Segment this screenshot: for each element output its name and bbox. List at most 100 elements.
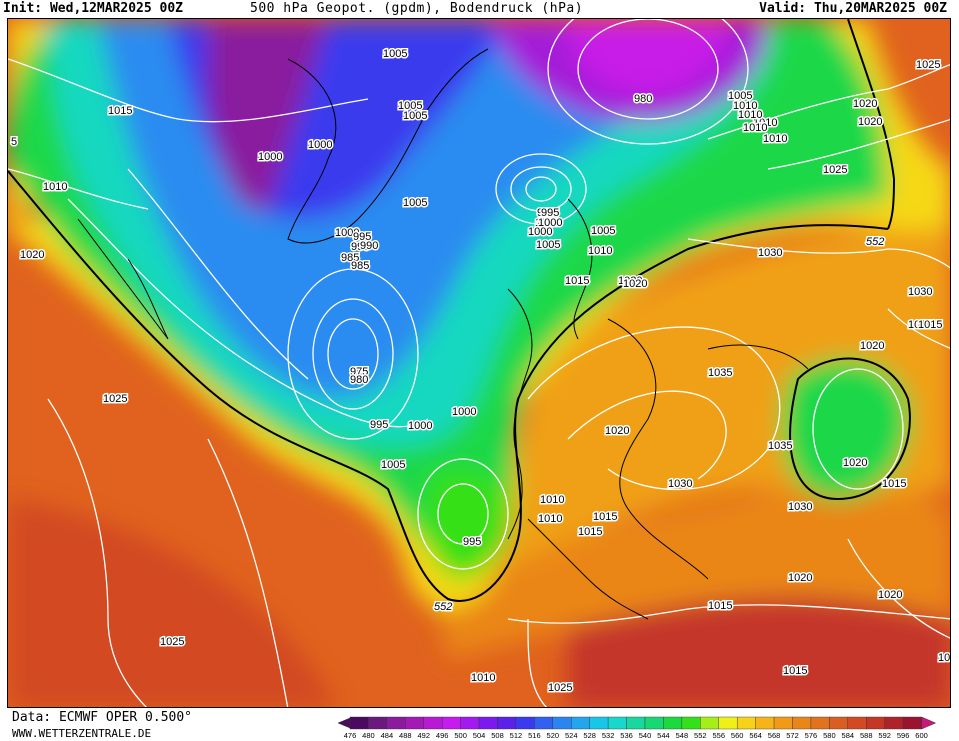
- legend-swatch: [386, 716, 406, 730]
- contour-552-label: 552: [434, 601, 452, 613]
- isobar-label: 1020: [623, 278, 647, 290]
- legend-tick-label: 552: [694, 731, 707, 739]
- isobar-label: 990: [360, 240, 378, 252]
- legend-tick-label: 548: [676, 731, 689, 739]
- legend-tick-label: 560: [731, 731, 744, 739]
- isobar-label: 1015: [918, 319, 942, 331]
- legend-tick-label: 576: [805, 731, 818, 739]
- legend-swatch: [497, 716, 517, 730]
- legend-tick-label: 600: [915, 731, 928, 739]
- isobar-label: 1010: [763, 133, 787, 145]
- legend-swatch: [700, 716, 719, 730]
- legend-tick-label: 536: [620, 731, 633, 739]
- isobar-label: 1000: [258, 151, 282, 163]
- isobar-label: 1010: [540, 494, 564, 506]
- isobar-label: 1015: [708, 600, 732, 612]
- legend-tick-label: 492: [417, 731, 430, 739]
- isobar-label: 1005: [383, 48, 407, 60]
- isobar-label: 1010: [43, 181, 67, 193]
- geopotential-field: [8, 19, 950, 707]
- legend-swatch: [736, 716, 756, 730]
- isobar-label: 1010: [588, 245, 612, 257]
- legend-tick-label: 556: [712, 731, 725, 739]
- legend-tick-label: 568: [768, 731, 781, 739]
- legend-tick-label: 480: [362, 731, 375, 739]
- isobar-label: 975: [350, 366, 368, 378]
- legend-swatch: [829, 716, 849, 730]
- legend-swatch: [405, 716, 424, 730]
- map-canvas: 1015101010201025100010051000100510051000…: [8, 19, 951, 707]
- legend-tick-label: 520: [547, 731, 560, 739]
- isobar-label: 1020: [853, 98, 877, 110]
- valid-time: Valid: Thu,20MAR2025 00Z: [759, 1, 947, 16]
- legend-swatch: [626, 716, 646, 730]
- isobar-label: 1020: [618, 275, 642, 287]
- isobar-label: 1025: [103, 393, 127, 405]
- isobar-label: 1010: [538, 513, 562, 525]
- isobar-label: 980: [634, 93, 652, 105]
- isobar-labels: 1015101010201025100010051000100510051000…: [10, 47, 951, 696]
- website-url: WWW.WETTERZENTRALE.DE: [12, 727, 152, 740]
- isobar-label: 1010: [743, 122, 767, 134]
- legend-tick-label: 544: [657, 731, 670, 739]
- isobar-label: 1020: [605, 425, 629, 437]
- isobar-label: 1030: [668, 478, 692, 490]
- isobar-label: 1020: [860, 340, 884, 352]
- color-legend: 476 480 484 488 492 496 500 504 508 512 516 520 524 5…: [337, 716, 937, 739]
- footer-bar: Data: ECMWF OPER 0.500° WWW.WETTERZENTRA…: [0, 708, 959, 741]
- legend-tick-label: 500: [454, 731, 467, 739]
- legend-tick-label: 584: [842, 731, 855, 739]
- isobar-label: 990: [351, 241, 369, 253]
- isobar-label: 1035: [768, 440, 792, 452]
- isobar-label: 1005: [536, 239, 560, 251]
- legend-swatch: [884, 716, 904, 730]
- isobar-label: 1000: [408, 420, 432, 432]
- legend-tick-label: 588: [860, 731, 873, 739]
- isobar-label: 1015: [565, 275, 589, 287]
- isobar-label: 1010: [738, 109, 762, 121]
- isobar-label: 1000: [308, 139, 332, 151]
- isobar-lines: [8, 19, 950, 707]
- isobar-label: 1020: [878, 589, 902, 601]
- isobar-label: 1000: [452, 406, 476, 418]
- legend-tick-label: 508: [491, 731, 504, 739]
- isobar-label: 1015: [565, 275, 589, 287]
- contour-552: [8, 19, 911, 602]
- legend-tick-label: 476: [344, 731, 357, 739]
- isobar-label: 5: [11, 136, 17, 148]
- legend-tick-label: 596: [897, 731, 910, 739]
- legend-swatch: [792, 716, 812, 730]
- legend-swatch: [571, 716, 590, 730]
- isobar-label: 985: [341, 252, 359, 264]
- legend-tick-label: 540: [639, 731, 652, 739]
- isobar-label: 1005: [383, 48, 407, 60]
- isobar-label: 1010: [733, 100, 757, 112]
- isobar-label: 1015: [578, 526, 602, 538]
- isobar-label: 995: [370, 419, 388, 431]
- isobar-label: 1000: [528, 226, 552, 238]
- legend-swatch: [773, 716, 793, 730]
- legend-swatch: [681, 716, 701, 730]
- legend-swatch: [810, 716, 830, 730]
- isobar-label: 1030: [788, 501, 812, 513]
- isobar-label: 1005: [403, 110, 427, 122]
- legend-tick-label: 504: [473, 731, 486, 739]
- legend-swatch: [368, 716, 388, 730]
- isobar-label: 1005: [728, 90, 752, 102]
- contour-552-label: 552: [866, 236, 884, 248]
- legend-swatch: [441, 716, 461, 730]
- legend-swatch: [423, 716, 443, 730]
- isobar-label: 1015: [938, 652, 951, 664]
- isobar-label: 1015: [908, 319, 932, 331]
- isobar-label: 1005: [381, 459, 405, 471]
- legend-swatch: [755, 716, 775, 730]
- weather-map: 1015 1010 1020 1025 1000 1005 1000 1005 1005 1000…: [7, 18, 951, 708]
- isobar-label: 1000: [535, 217, 559, 229]
- legend-tick-label: 564: [749, 731, 762, 739]
- isobar-label: 980: [350, 374, 368, 386]
- legend-tick-label: 592: [878, 731, 891, 739]
- legend-swatch: [552, 716, 572, 730]
- isobar-label: 1000: [335, 227, 359, 239]
- isobar-label: 1000: [538, 217, 562, 229]
- legend-swatch: [644, 716, 664, 730]
